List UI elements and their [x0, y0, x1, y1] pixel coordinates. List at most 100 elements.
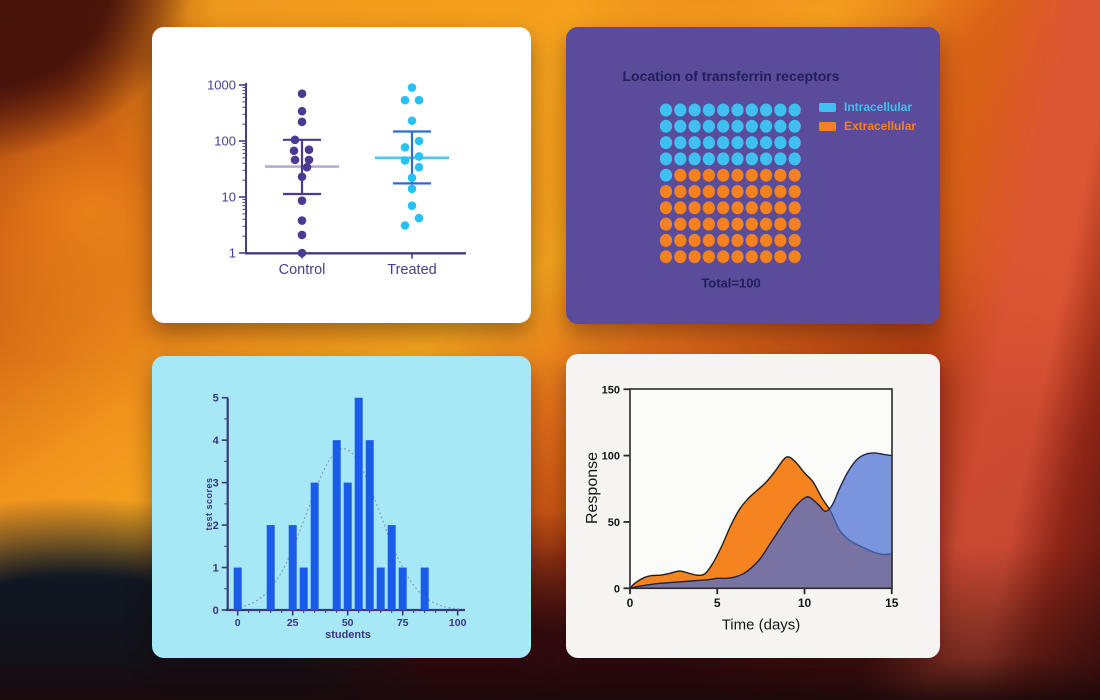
extracellular-dot — [659, 233, 673, 247]
histogram-bar — [266, 525, 275, 610]
y-tick-label: 3 — [213, 478, 219, 490]
extracellular-dot — [688, 217, 701, 231]
extracellular-dot — [788, 217, 801, 231]
extracellular-dot — [760, 168, 773, 182]
intracellular-dot — [788, 152, 801, 166]
extracellular-dot — [674, 217, 687, 231]
intracellular-dot — [731, 103, 744, 117]
intracellular-dot — [688, 152, 701, 166]
histogram-bar — [233, 567, 242, 610]
total-label: Total=100 — [701, 275, 761, 291]
data-point — [297, 117, 307, 127]
histogram-bar — [288, 525, 297, 610]
extracellular-dot — [774, 217, 787, 231]
extracellular-dot — [760, 185, 773, 198]
intracellular-dot — [760, 152, 773, 166]
extracellular-dot — [674, 168, 687, 182]
extracellular-dot — [659, 185, 673, 198]
extracellular-dot — [688, 250, 701, 264]
y-tick-label: 5 — [213, 393, 219, 405]
dot-grid-title: Location of transferrin receptors — [622, 68, 840, 84]
extracellular-dot — [760, 217, 773, 231]
intracellular-dot — [745, 136, 758, 150]
extracellular-dot — [688, 201, 701, 215]
intracellular-dot — [774, 103, 787, 117]
x-tick-label: 15 — [885, 596, 899, 610]
intracellular-dot — [659, 136, 673, 150]
y-tick-label: 0 — [614, 583, 620, 595]
intracellular-dot — [659, 119, 673, 133]
data-point — [400, 221, 410, 230]
extracellular-dot — [774, 233, 787, 247]
data-point — [407, 83, 417, 92]
legend-label: Extracellular — [844, 119, 917, 133]
dot-grid-chart — [659, 103, 801, 264]
intracellular-dot — [788, 136, 801, 150]
intracellular-dot — [731, 136, 744, 150]
x-tick-label: 100 — [449, 617, 467, 629]
panel-dot-grid: Location of transferrin receptors Intrac… — [566, 27, 940, 324]
extracellular-dot — [659, 217, 673, 231]
intracellular-dot — [760, 119, 773, 133]
intracellular-dot — [717, 136, 730, 150]
extracellular-dot — [659, 250, 673, 264]
extracellular-dot — [774, 250, 787, 264]
histogram-bar — [354, 397, 363, 610]
extracellular-dot — [674, 233, 687, 247]
histogram-x-axis-label: students — [325, 629, 371, 641]
histogram-y-axis-label: test scores — [204, 477, 214, 531]
extracellular-dot — [731, 185, 744, 198]
data-point — [297, 248, 307, 258]
intracellular-dot — [760, 136, 773, 150]
extracellular-dot — [731, 250, 744, 264]
extracellular-dot — [702, 201, 715, 215]
extracellular-dot — [760, 233, 773, 247]
extracellular-dot — [731, 233, 744, 247]
extracellular-dot — [702, 250, 715, 264]
extracellular-dot — [702, 185, 715, 198]
data-point — [302, 162, 312, 172]
extracellular-dot — [659, 201, 673, 215]
area-y-axis-label: Response — [584, 451, 601, 525]
data-point — [414, 152, 424, 161]
extracellular-dot — [688, 233, 701, 247]
scatter-chart: 1 10 100 1000 Control Treated — [207, 78, 466, 278]
extracellular-dot — [774, 168, 787, 182]
y-tick-label: 100 — [214, 134, 236, 149]
data-point — [297, 106, 307, 116]
area-x-axis-label: Time (days) — [721, 616, 801, 634]
data-point — [407, 184, 417, 194]
extracellular-dot — [745, 217, 758, 231]
extracellular-dot — [674, 250, 687, 264]
intracellular-dot — [745, 119, 758, 133]
extracellular-dot — [702, 233, 715, 247]
histogram-bar — [299, 567, 308, 610]
data-point — [289, 146, 299, 156]
data-point — [407, 201, 417, 210]
extracellular-dot — [760, 250, 773, 264]
intracellular-dot — [688, 119, 701, 133]
extracellular-dot — [745, 185, 758, 198]
intracellular-dot — [674, 152, 687, 166]
blue-area-outline — [629, 452, 892, 589]
data-point — [414, 162, 424, 172]
intracellular-dot — [688, 103, 701, 117]
y-tick-label: 2 — [213, 520, 219, 532]
intracellular-dot — [731, 119, 744, 133]
intracellular-dot — [788, 103, 801, 117]
intracellular-dot — [702, 152, 715, 166]
intracellular-dot — [774, 119, 787, 133]
x-tick-label: 10 — [798, 596, 812, 610]
data-point — [414, 95, 424, 105]
histogram-bar — [398, 567, 407, 610]
extracellular-dot — [760, 201, 773, 215]
y-tick-label: 4 — [213, 435, 220, 447]
x-tick-label: 0 — [627, 596, 634, 610]
intracellular-dot — [774, 136, 787, 150]
extracellular-dot — [745, 201, 758, 215]
histogram-bar — [365, 440, 374, 610]
extracellular-swatch-icon — [819, 121, 836, 131]
y-tick-label: 1000 — [207, 78, 236, 93]
extracellular-dot — [717, 217, 730, 231]
